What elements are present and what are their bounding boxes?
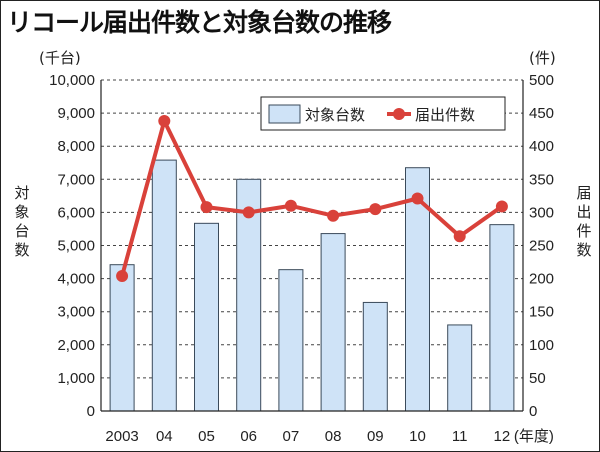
bar-08 [320,233,346,412]
y-left-tick-label: 3,000 [57,304,95,321]
y-right-label-char: 出 [576,203,591,221]
line-point-06 [242,206,255,219]
bar-2003 [109,264,135,412]
y-right-label-char: 件 [576,222,591,240]
y-right-tick-label: 350 [529,171,554,188]
y-right-tick-label: 450 [529,105,554,122]
y-left-tick-label: 10,000 [49,72,95,89]
y-right-tick-label: 100 [529,337,554,354]
y-left-tick-label: 9,000 [57,105,95,122]
x-tick-label: 07 [283,428,300,445]
line-point-10 [411,192,424,205]
y-right-tick-label: 300 [529,204,554,221]
x-unit: (年度) [514,428,554,445]
line-point-07 [284,199,297,212]
bar-07 [278,269,304,412]
y-left-tick-label: 2,000 [57,337,95,354]
legend-box [260,96,506,131]
y-right-tick-label: 200 [529,271,554,288]
x-tick-label: 05 [198,428,215,445]
y-left-tick-label: 8,000 [57,138,95,155]
x-tick-label: 08 [325,428,342,445]
bar-11 [447,324,473,412]
line-point-09 [369,203,382,216]
y-right-tick-label: 250 [529,238,554,255]
legend-line-label: 届出件数 [415,106,475,124]
x-tick-label: 10 [409,428,426,445]
x-tick-label: 2003 [105,428,138,445]
bar-06 [236,178,262,412]
line-point-08 [327,209,340,222]
y-left-tick-label: 6,000 [57,204,95,221]
bar-09 [362,301,388,412]
y-left-unit: (千台) [39,49,81,67]
line-point-11 [453,230,466,243]
y-left-label-char: 数 [14,241,29,259]
y-left-label-char: 台 [14,222,29,240]
x-tick-label: 06 [240,428,257,445]
line-point-05 [200,201,213,214]
legend-line-marker [393,108,405,120]
y-left-tick-label: 5,000 [57,238,95,255]
y-right-label-char: 届 [576,184,591,202]
x-tick-label: 12 [494,428,511,445]
y-left-label-char: 対 [14,184,29,202]
line-point-04 [158,115,171,128]
x-tick-label: 11 [452,428,468,445]
chart-title: リコール届出件数と対象台数の推移 [7,8,392,37]
legend-bar-label: 対象台数 [305,106,365,124]
line-point-2003 [116,269,129,282]
y-left-tick-label: 7,000 [57,171,95,188]
y-left-tick-label: 4,000 [57,271,95,288]
y-right-tick-label: 400 [529,138,554,155]
y-right-label-char: 数 [576,241,591,259]
y-left-label-char: 象 [14,203,29,221]
line-series [120,119,504,277]
legend-bar-swatch [268,104,301,124]
y-right-tick-label: 0 [529,403,537,420]
y-right-tick-label: 150 [529,304,554,321]
bar-04 [151,159,177,412]
y-left-tick-label: 1,000 [57,370,95,387]
y-right-tick-label: 50 [529,370,546,387]
bar-05 [194,222,219,412]
x-tick-label: 04 [156,428,173,445]
line-point-12 [495,200,508,213]
bar-12 [489,224,515,412]
y-left-tick-label: 0 [87,403,95,420]
x-tick-label: 09 [367,428,384,445]
y-right-unit: (件) [529,49,556,67]
y-right-tick-label: 500 [529,72,554,89]
